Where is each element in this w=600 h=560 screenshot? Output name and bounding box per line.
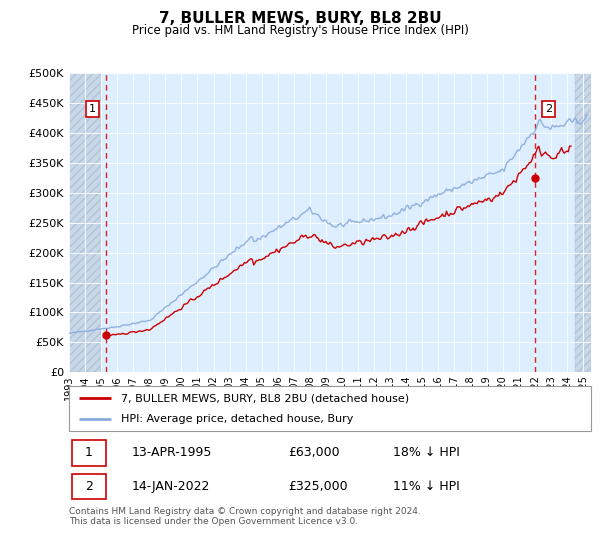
Text: 2: 2 [85,480,92,493]
Text: HPI: Average price, detached house, Bury: HPI: Average price, detached house, Bury [121,414,353,424]
Text: 11% ↓ HPI: 11% ↓ HPI [392,480,460,493]
Text: £63,000: £63,000 [288,446,340,459]
Text: £325,000: £325,000 [288,480,348,493]
Text: Price paid vs. HM Land Registry's House Price Index (HPI): Price paid vs. HM Land Registry's House … [131,24,469,36]
FancyBboxPatch shape [71,474,106,500]
Text: 14-JAN-2022: 14-JAN-2022 [131,480,210,493]
Text: 1: 1 [85,446,92,459]
Bar [69,73,101,372]
Bar [575,73,591,372]
Text: 1: 1 [89,104,96,114]
Text: 13-APR-1995: 13-APR-1995 [131,446,212,459]
FancyBboxPatch shape [69,386,591,431]
Text: 7, BULLER MEWS, BURY, BL8 2BU: 7, BULLER MEWS, BURY, BL8 2BU [158,11,442,26]
FancyBboxPatch shape [71,440,106,466]
Text: 2: 2 [545,104,552,114]
Text: 18% ↓ HPI: 18% ↓ HPI [392,446,460,459]
Text: Contains HM Land Registry data © Crown copyright and database right 2024.
This d: Contains HM Land Registry data © Crown c… [69,507,421,526]
Text: 7, BULLER MEWS, BURY, BL8 2BU (detached house): 7, BULLER MEWS, BURY, BL8 2BU (detached … [121,394,409,404]
